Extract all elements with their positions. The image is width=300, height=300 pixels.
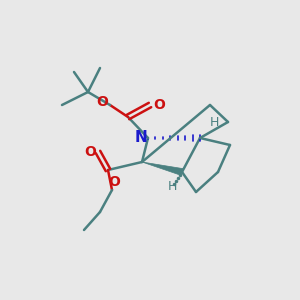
Text: N: N [135, 130, 147, 146]
Text: O: O [84, 145, 96, 159]
Text: O: O [153, 98, 165, 112]
Text: O: O [108, 175, 120, 189]
Text: H: H [167, 181, 177, 194]
Text: H: H [209, 116, 219, 128]
Polygon shape [142, 162, 183, 175]
Text: O: O [96, 95, 108, 109]
